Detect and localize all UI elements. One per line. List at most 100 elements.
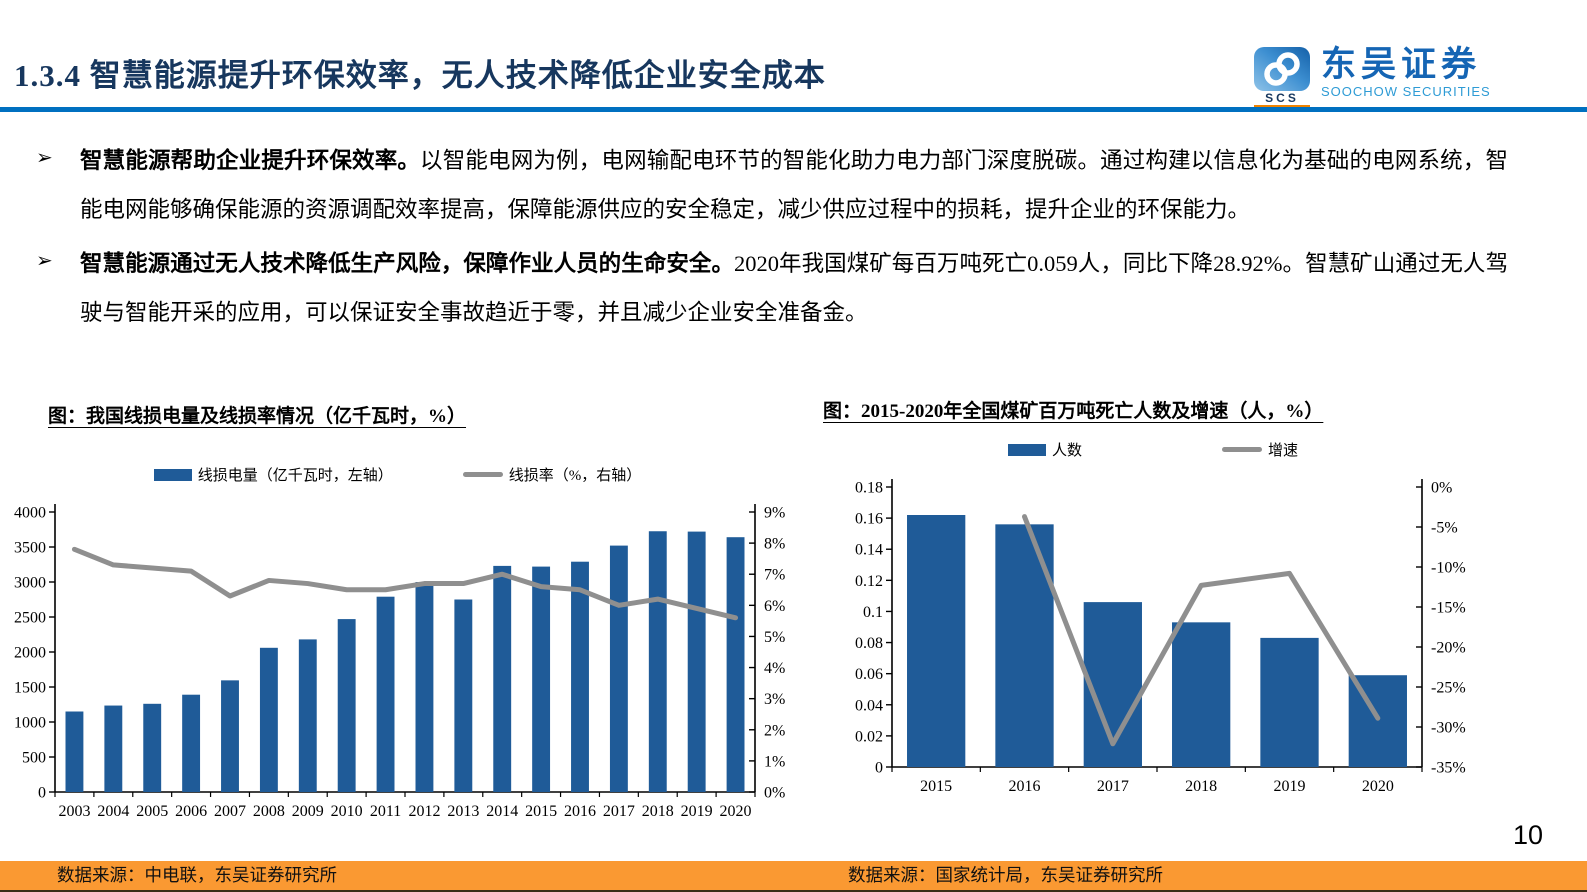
- left-axis-tick-label: 0.02: [855, 728, 883, 745]
- x-axis-label: 2005: [136, 803, 168, 820]
- right-axis-tick-label: -5%: [1431, 520, 1458, 537]
- left-axis-tick-label: 2500: [14, 610, 46, 627]
- x-axis-label: 2015: [920, 778, 952, 795]
- legend-line-swatch: [1222, 447, 1262, 452]
- bar: [182, 694, 201, 792]
- x-axis-label: 2017: [1097, 778, 1129, 795]
- x-axis-label: 2003: [58, 803, 90, 820]
- bar: [532, 566, 551, 792]
- right-axis-tick-label: -30%: [1431, 720, 1466, 737]
- bar: [415, 582, 434, 792]
- chart-title: 图：我国线损电量及线损率情况（亿千瓦时，%）: [48, 406, 467, 427]
- bullet-text: 智慧能源帮助企业提升环保效率。以智能电网为例，电网输配电环节的智能化助力电力部门…: [80, 136, 1508, 234]
- bar: [376, 596, 395, 792]
- x-axis-label: 2019: [681, 803, 713, 820]
- x-axis-label: 2004: [97, 803, 129, 820]
- x-axis-label: 2018: [642, 803, 674, 820]
- left-axis-tick-label: 0.18: [855, 480, 883, 497]
- legend-label: 线损电量（亿千瓦时，左轴）: [197, 468, 393, 484]
- x-axis-label: 2017: [603, 803, 635, 820]
- line-loss-chart: 0 500 1000 1500 2000 2500 3000 3500 4000 0% 1% 2% 3%…: [14, 504, 785, 820]
- right-axis-tick-label: -35%: [1431, 760, 1466, 777]
- chart-legend: 人数 增速: [817, 439, 1489, 460]
- x-axis-label: 2009: [292, 803, 324, 820]
- x-axis-label: 2011: [370, 803, 401, 820]
- bar: [995, 524, 1054, 767]
- header-divider: [0, 107, 1587, 112]
- x-axis-label: 2019: [1274, 778, 1306, 795]
- bar: [259, 647, 278, 792]
- bar: [65, 711, 84, 792]
- coal-mine-deaths-chart: 0 0.02 0.04 0.06 0.08 0.1 0.12 0.14 0.16 0.18 -35%…: [855, 479, 1466, 795]
- bullet-rest: 以智能电网为例，电网输配电环节的智能化助力电力部门深度脱碳。通过构建以信息化为基…: [80, 148, 1508, 222]
- bullet-arrow-icon: ➢: [36, 147, 53, 169]
- line-loss-chart-block: 图：我国线损电量及线损率情况（亿千瓦时，%） 线损电量（亿千瓦时，左轴） 线损率（…: [0, 404, 795, 827]
- bar: [571, 561, 589, 792]
- right-axis-tick-label: 3%: [764, 691, 785, 708]
- bullet-text: 智慧能源通过无人技术降低生产风险，保障作业人员的生命安全。2020年我国煤矿每百…: [80, 239, 1508, 337]
- legend-item: 人数: [1007, 439, 1082, 460]
- bar: [143, 703, 162, 792]
- soochow-securities-logo: SCS 东吴证券 SOOCHOW SECURITIES: [1253, 46, 1491, 109]
- right-axis-tick-label: 0%: [1431, 480, 1452, 497]
- line-series: [1022, 514, 1381, 747]
- x-axis-label: 2008: [253, 803, 285, 820]
- left-axis-tick-label: 2000: [14, 645, 46, 662]
- right-axis-tick-label: 8%: [764, 536, 785, 553]
- page-number: 10: [1512, 820, 1543, 850]
- left-axis-tick-label: 0: [38, 785, 46, 802]
- left-axis-tick-label: 0.04: [855, 697, 883, 714]
- bullet-item: ➢ 智慧能源帮助企业提升环保效率。以智能电网为例，电网输配电环节的智能化助力电力…: [36, 136, 1508, 234]
- data-source-right: 数据来源：国家统计局，东吴证券研究所: [848, 865, 1163, 885]
- bar: [907, 515, 966, 767]
- bar: [493, 565, 512, 792]
- right-axis-tick-label: 9%: [764, 505, 785, 522]
- left-axis-tick-label: 3000: [14, 575, 46, 592]
- right-axis-tick-label: -25%: [1431, 680, 1466, 697]
- x-axis-label: 2016: [1009, 778, 1041, 795]
- bar: [104, 705, 123, 792]
- left-axis-tick-label: 0.06: [855, 666, 883, 683]
- chart-title: 图：2015-2020年全国煤矿百万吨死亡人数及增速（人，%）: [823, 401, 1324, 422]
- chart-legend: 线损电量（亿千瓦时，左轴） 线损率（%，右轴）: [0, 464, 795, 485]
- bullet-bold-lead: 智慧能源帮助企业提升环保效率。: [80, 148, 421, 173]
- bar: [337, 619, 356, 792]
- legend-line-swatch: [462, 472, 503, 477]
- logo-en-name: SOOCHOW SECURITIES: [1321, 84, 1491, 99]
- left-axis-tick-label: 0.16: [855, 511, 883, 528]
- left-axis-tick-label: 3500: [14, 540, 46, 557]
- legend-item: 线损电量（亿千瓦时，左轴）: [153, 464, 393, 485]
- legend-label: 增速: [1268, 443, 1299, 459]
- bar-series: [65, 531, 745, 792]
- x-axis-label: 2006: [175, 803, 207, 820]
- right-axis-tick-label: 2%: [764, 722, 785, 739]
- left-axis-tick-label: 0: [875, 760, 883, 777]
- line-series: [71, 546, 739, 621]
- right-axis-tick-label: 5%: [764, 629, 785, 646]
- left-axis-tick-label: 500: [22, 750, 46, 767]
- chart-plot: 0 0.02 0.04 0.06 0.08 0.1 0.12 0.14 0.16 0.18 -35%…: [855, 479, 1466, 795]
- bar: [726, 537, 745, 792]
- legend-label: 人数: [1051, 443, 1082, 459]
- right-axis-tick-label: -15%: [1431, 600, 1466, 617]
- left-axis-tick-label: 1500: [14, 680, 46, 697]
- right-axis-tick-label: 4%: [764, 660, 785, 677]
- right-axis-tick-label: -10%: [1431, 560, 1466, 577]
- bar: [1260, 637, 1319, 767]
- x-axis-label: 2012: [408, 803, 440, 820]
- bar: [609, 545, 628, 792]
- bar: [687, 531, 706, 792]
- bar: [221, 680, 239, 792]
- legend-item: 线损率（%，右轴）: [462, 464, 641, 485]
- x-axis-label: 2015: [525, 803, 557, 820]
- x-axis-label: 2010: [331, 803, 363, 820]
- logo-icon-column: SCS: [1253, 46, 1311, 109]
- bullet-bold-lead: 智慧能源通过无人技术降低生产风险，保障作业人员的生命安全。: [80, 251, 734, 276]
- right-axis-tick-label: 1%: [764, 753, 785, 770]
- x-axis-label: 2013: [447, 803, 479, 820]
- chart-plot: 0 500 1000 1500 2000 2500 3000 3500 4000 0% 1% 2% 3%…: [14, 504, 785, 820]
- bullet-item: ➢ 智慧能源通过无人技术降低生产风险，保障作业人员的生命安全。2020年我国煤矿…: [36, 239, 1508, 337]
- x-axis-label: 2018: [1185, 778, 1217, 795]
- soochow-logo-icon: [1254, 47, 1310, 91]
